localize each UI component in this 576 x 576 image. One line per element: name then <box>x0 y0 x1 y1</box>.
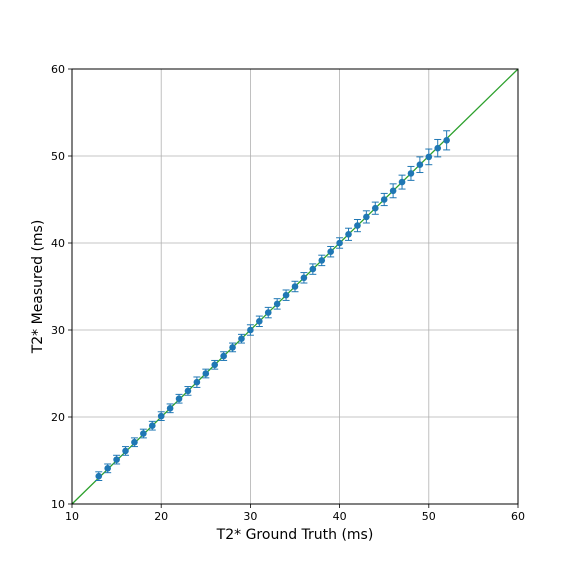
data-point <box>148 422 156 430</box>
y-tick-label: 30 <box>51 324 65 337</box>
data-point <box>300 274 308 282</box>
data-point <box>184 387 192 395</box>
data-point <box>282 291 290 299</box>
data-point <box>113 456 120 463</box>
data-point <box>380 196 388 203</box>
data-point <box>345 231 352 238</box>
data-point <box>264 309 272 316</box>
x-tick-label: 50 <box>422 510 436 523</box>
data-point <box>157 412 165 420</box>
data-point <box>238 335 245 343</box>
data-point <box>371 204 379 212</box>
y-tick-label: 60 <box>51 63 65 76</box>
x-tick-label: 40 <box>333 510 347 523</box>
data-point <box>247 326 254 334</box>
data-point <box>363 213 370 221</box>
x-tick-label: 60 <box>511 510 525 523</box>
data-point <box>220 352 227 360</box>
data-point <box>443 137 450 144</box>
data-point <box>140 430 147 437</box>
y-tick-label: 40 <box>51 237 65 250</box>
data-point <box>229 344 236 351</box>
data-point <box>273 300 281 308</box>
data-point <box>309 265 317 273</box>
data-point <box>425 153 433 161</box>
data-point <box>211 361 219 369</box>
data-point <box>122 447 129 455</box>
data-point <box>175 395 183 403</box>
data-point <box>398 178 406 186</box>
data-point <box>434 144 442 152</box>
y-axis-label: T2* Measured (ms) <box>30 220 46 355</box>
data-point <box>416 161 424 168</box>
y-tick-label: 50 <box>51 150 65 163</box>
data-point <box>407 170 415 177</box>
data-point <box>291 283 299 290</box>
data-point <box>318 257 326 264</box>
x-tick-label: 20 <box>154 510 168 523</box>
data-point <box>336 239 343 247</box>
grid <box>71 68 519 505</box>
y-tick-label: 10 <box>51 498 65 511</box>
data-point <box>256 318 263 325</box>
data-point <box>166 405 174 412</box>
data-point <box>202 370 210 377</box>
x-tick-label: 10 <box>65 510 79 523</box>
x-axis-label: T2* Ground Truth (ms) <box>216 527 374 543</box>
x-tick-label: 30 <box>243 510 257 523</box>
data-point <box>389 187 397 195</box>
data-point <box>104 465 111 472</box>
x-axis-ticks: 10 20 30 40 50 60 <box>65 504 525 523</box>
plot-frame <box>71 68 519 505</box>
data-point <box>95 472 103 480</box>
data-point <box>193 378 201 386</box>
data-point <box>131 438 138 446</box>
y-axis-ticks: 10 20 30 40 50 60 <box>51 63 72 511</box>
data-points <box>95 137 450 480</box>
y-tick-label: 20 <box>51 411 65 424</box>
data-point <box>327 248 334 255</box>
data-point <box>354 222 361 229</box>
